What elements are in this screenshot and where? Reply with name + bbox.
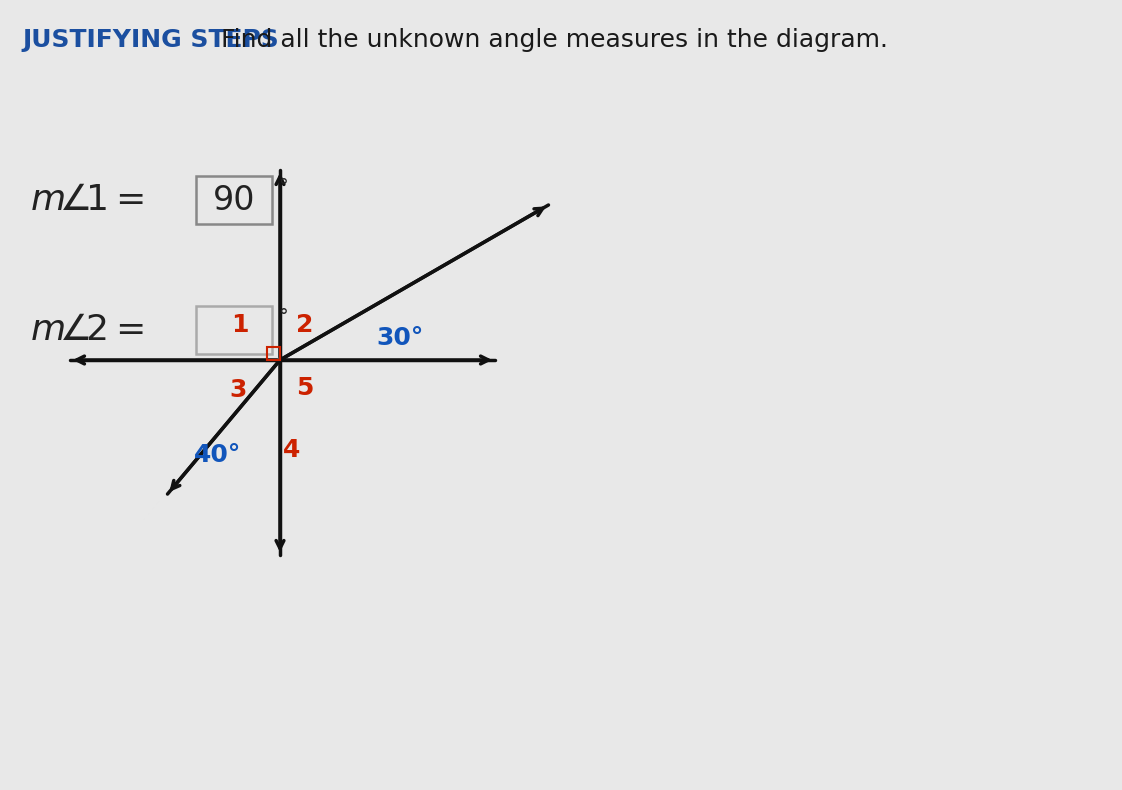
Text: 40°: 40°: [194, 443, 241, 467]
Text: $m\!\angle\!1 =$: $m\!\angle\!1 =$: [30, 183, 145, 217]
FancyBboxPatch shape: [196, 306, 272, 354]
Text: 90: 90: [213, 183, 255, 216]
Text: °: °: [278, 307, 287, 325]
Text: 3: 3: [229, 378, 247, 402]
Text: 2: 2: [296, 313, 314, 337]
Text: 4: 4: [284, 438, 301, 462]
Bar: [267, 347, 280, 360]
Text: $m\!\angle\!2 =$: $m\!\angle\!2 =$: [30, 313, 145, 347]
Text: JUSTIFYING STEPS: JUSTIFYING STEPS: [22, 28, 278, 52]
Text: 5: 5: [296, 376, 314, 400]
Text: Find all the unknown angle measures in the diagram.: Find all the unknown angle measures in t…: [205, 28, 888, 52]
Text: °: °: [278, 176, 287, 195]
FancyBboxPatch shape: [196, 176, 272, 224]
Text: 30°: 30°: [376, 326, 424, 350]
Text: 1: 1: [231, 313, 249, 337]
